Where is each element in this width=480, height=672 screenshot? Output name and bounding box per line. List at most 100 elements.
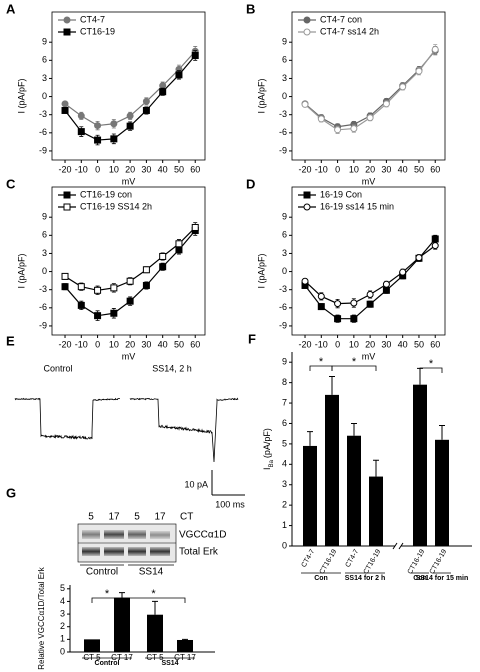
x-tick-label: -20: [299, 164, 312, 174]
current-trace: [129, 397, 239, 463]
y-axis-label: IBa(pA/pF): [262, 428, 274, 470]
data-point: [77, 283, 85, 291]
data-point: [317, 115, 325, 123]
scale-label: 100 ms: [215, 499, 245, 509]
data-point: [159, 263, 167, 271]
data-point: [350, 125, 358, 133]
bar: [325, 394, 339, 546]
error-bar: [152, 600, 158, 615]
data-point: [317, 303, 325, 311]
y-tick-label: -6: [39, 302, 47, 312]
y-tick-label: 2: [60, 621, 65, 631]
x-tick-label: 10: [109, 164, 119, 174]
y-axis-label: Relative VGCCα1D/Total Erk: [37, 566, 46, 669]
y-tick-label: -9: [279, 145, 287, 155]
bar: [147, 614, 163, 652]
y-tick-label: 6: [282, 230, 287, 240]
blot-band: [104, 547, 124, 556]
data-point: [350, 299, 358, 307]
legend-label: CT16-19: [80, 26, 115, 36]
data-point: [77, 301, 85, 309]
data-point: [94, 136, 102, 144]
x-tick-label: CT4-7: [301, 548, 317, 568]
legend-label: CT16-19 SS14 2h: [80, 201, 152, 211]
x-tick-label: 10: [109, 339, 119, 349]
panel-label: E: [6, 333, 15, 348]
current-trace: [14, 397, 120, 440]
data-point: [126, 122, 134, 130]
lane-label: 17: [108, 512, 120, 523]
legend-marker: [63, 16, 71, 24]
legend-label: CT4-7: [80, 14, 105, 24]
x-tick-label: CT4-7: [345, 548, 361, 568]
data-point: [110, 120, 118, 128]
x-tick-label: 0: [335, 339, 340, 349]
data-point: [415, 254, 423, 262]
y-tick-label: 0: [42, 266, 47, 276]
data-point: [366, 114, 374, 122]
x-tick-label: 50: [414, 339, 424, 349]
x-tick-label: 50: [174, 164, 184, 174]
data-point: [399, 83, 407, 91]
legend-marker: [303, 203, 311, 211]
x-tick-label: 60: [430, 164, 440, 174]
x-tick-label: 40: [398, 164, 408, 174]
y-axis-label: I (pA/pF): [16, 253, 26, 288]
y-tick-label: 4: [282, 459, 287, 469]
bar: [114, 597, 130, 652]
error-bar: [329, 376, 335, 395]
x-tick-label: -10: [75, 164, 88, 174]
group-label: SS14 for 15 min: [416, 575, 469, 582]
y-tick-label: 3: [42, 248, 47, 258]
y-tick-label: -9: [279, 320, 287, 330]
bar: [177, 639, 193, 652]
y-tick-label: 5: [282, 438, 287, 448]
significance-mark: *: [151, 588, 156, 600]
error-bar: [119, 592, 125, 598]
x-tick-label: 30: [141, 339, 151, 349]
x-tick-label: 20: [365, 339, 375, 349]
x-tick-label: 20: [125, 339, 135, 349]
x-tick-label: 40: [158, 339, 168, 349]
data-point: [126, 297, 134, 305]
y-tick-label: 9: [42, 212, 47, 222]
y-tick-label: -9: [39, 320, 47, 330]
y-tick-label: 6: [282, 55, 287, 65]
y-tick-label: 9: [282, 212, 287, 222]
y-tick-label: 7: [282, 397, 287, 407]
y-tick-label: 0: [282, 540, 287, 550]
plot-frame: [291, 186, 446, 336]
group-label: Control: [95, 660, 120, 667]
significance-bracket: [121, 597, 186, 603]
blot-band: [82, 547, 100, 556]
x-tick-label: 50: [414, 164, 424, 174]
y-tick-label: -3: [279, 284, 287, 294]
x-tick-label: -20: [59, 339, 72, 349]
plot-frame: [291, 11, 446, 161]
y-tick-label: -6: [279, 127, 287, 137]
legend-marker: [303, 28, 311, 36]
x-tick-label: 10: [349, 339, 359, 349]
y-tick-label: 3: [282, 73, 287, 83]
traces: [14, 397, 239, 463]
y-tick-label: -6: [39, 127, 47, 137]
y-tick-label: -9: [39, 145, 47, 155]
bar: [303, 445, 317, 546]
data-point: [301, 100, 309, 108]
x-tick-label: CT16-19: [407, 548, 427, 575]
data-point: [94, 286, 102, 294]
legend-label: CT4-7 con: [320, 14, 362, 24]
data-point: [142, 97, 150, 105]
y-tick-label: 1: [60, 634, 65, 644]
y-tick-label: 9: [282, 357, 287, 367]
band-label: VGCCα1D: [179, 530, 226, 541]
x-tick-label: CT16-19: [429, 548, 449, 575]
group-label: Control: [86, 567, 118, 578]
blot-band: [150, 547, 170, 556]
data-point: [317, 292, 325, 300]
data-point: [61, 272, 69, 280]
y-tick-label: 0: [282, 91, 287, 101]
group-label: SS14: [161, 660, 178, 667]
plot-frame: [51, 11, 206, 161]
